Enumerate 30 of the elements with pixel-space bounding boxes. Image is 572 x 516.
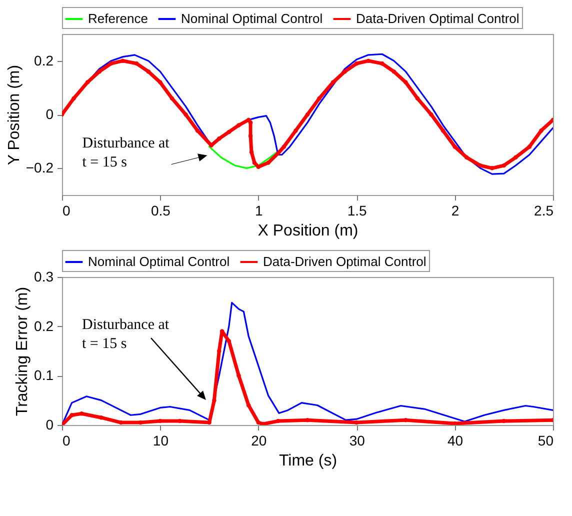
legend-label: Reference: [88, 11, 148, 26]
x-tick-label: 0.5: [150, 202, 171, 218]
y-tick-label: 0: [46, 106, 54, 122]
y-tick-label: 0.2: [34, 318, 54, 334]
x-tick-label: 50: [538, 432, 554, 448]
y-tick-label: 0.1: [34, 367, 54, 384]
y-tick-label: 0: [46, 416, 54, 432]
x-tick-label: 2: [451, 202, 460, 218]
x-tick-label: 1.5: [347, 202, 368, 218]
y-tick-label: 0.3: [34, 268, 54, 284]
x-axis-title: X Position (m): [258, 222, 358, 240]
annotation: Disturbance at t = 15 s: [82, 317, 170, 352]
y-axis-title: Y Position (m): [6, 64, 23, 166]
legend-label: Nominal Optimal Control: [181, 11, 323, 26]
y-axis-title: Tracking Error (m): [14, 286, 32, 416]
x-tick-label: 0: [62, 202, 70, 218]
x-tick-label: 40: [448, 432, 464, 448]
y-tick-label: −0.2: [26, 160, 54, 176]
x-tick-label: 1: [255, 202, 263, 218]
y-tick-label: 0.2: [34, 52, 54, 68]
annotation: Disturbance at t = 15 s: [82, 135, 170, 170]
x-tick-label: 20: [251, 432, 267, 448]
legend-label: Data-Driven Optimal Control: [263, 254, 426, 269]
legend-label: Nominal Optimal Control: [88, 254, 230, 269]
x-tick-label: 2.5: [534, 202, 554, 218]
x-tick-label: 10: [152, 432, 169, 448]
x-tick-label: 30: [349, 432, 366, 448]
x-axis-title: Time (s): [278, 452, 338, 470]
x-tick-label: 0: [62, 432, 70, 448]
legend-label: Data-Driven Optimal Control: [356, 11, 520, 26]
